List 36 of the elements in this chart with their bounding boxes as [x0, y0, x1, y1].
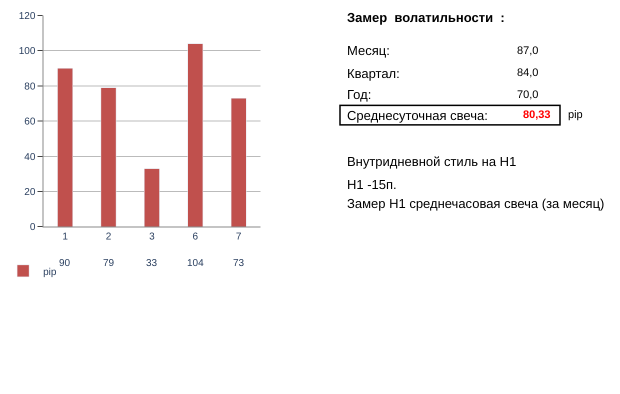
x-tick-label: 6: [192, 232, 199, 243]
y-tick-label: 80: [24, 81, 36, 92]
text: Год:: [347, 87, 372, 102]
text: H1 -15п.: [347, 177, 397, 192]
x-tick-label: 1: [62, 232, 68, 243]
text: Квартал:: [347, 66, 400, 81]
legend-label: pip: [43, 266, 57, 278]
text: pip: [568, 109, 583, 121]
y-tick-label: 0: [30, 222, 36, 234]
data-label: 73: [233, 258, 245, 269]
y-tick-label: 60: [24, 116, 36, 128]
bar: [187, 43, 204, 227]
x-tick-label: 2: [106, 232, 112, 243]
text: Замер H1 среднечасовая свеча (за месяц): [347, 196, 604, 211]
data-label: 33: [146, 258, 158, 269]
text: Внутридневной стиль на H1: [347, 154, 516, 169]
bar: [230, 98, 247, 227]
text: 84,0: [517, 67, 538, 79]
data-label: 90: [59, 258, 71, 269]
text: Месяц:: [347, 43, 390, 58]
text: 87,0: [517, 45, 538, 57]
y-tick-label: 20: [24, 187, 36, 198]
text: Среднесуточная свеча:: [347, 108, 488, 123]
bar: [100, 87, 116, 227]
x-tick-label: 7: [236, 232, 242, 243]
text: Замер волатильности :: [347, 10, 505, 25]
bar: [57, 68, 73, 227]
data-label: 104: [187, 258, 204, 269]
bar: [144, 168, 160, 227]
y-tick-label: 120: [18, 11, 36, 22]
data-label: 79: [103, 258, 115, 269]
y-tick-label: 40: [24, 152, 36, 163]
x-tick-label: 3: [149, 232, 156, 243]
text: 80,33: [523, 109, 551, 121]
text: 70,0: [517, 89, 538, 101]
y-tick-label: 100: [18, 46, 36, 58]
